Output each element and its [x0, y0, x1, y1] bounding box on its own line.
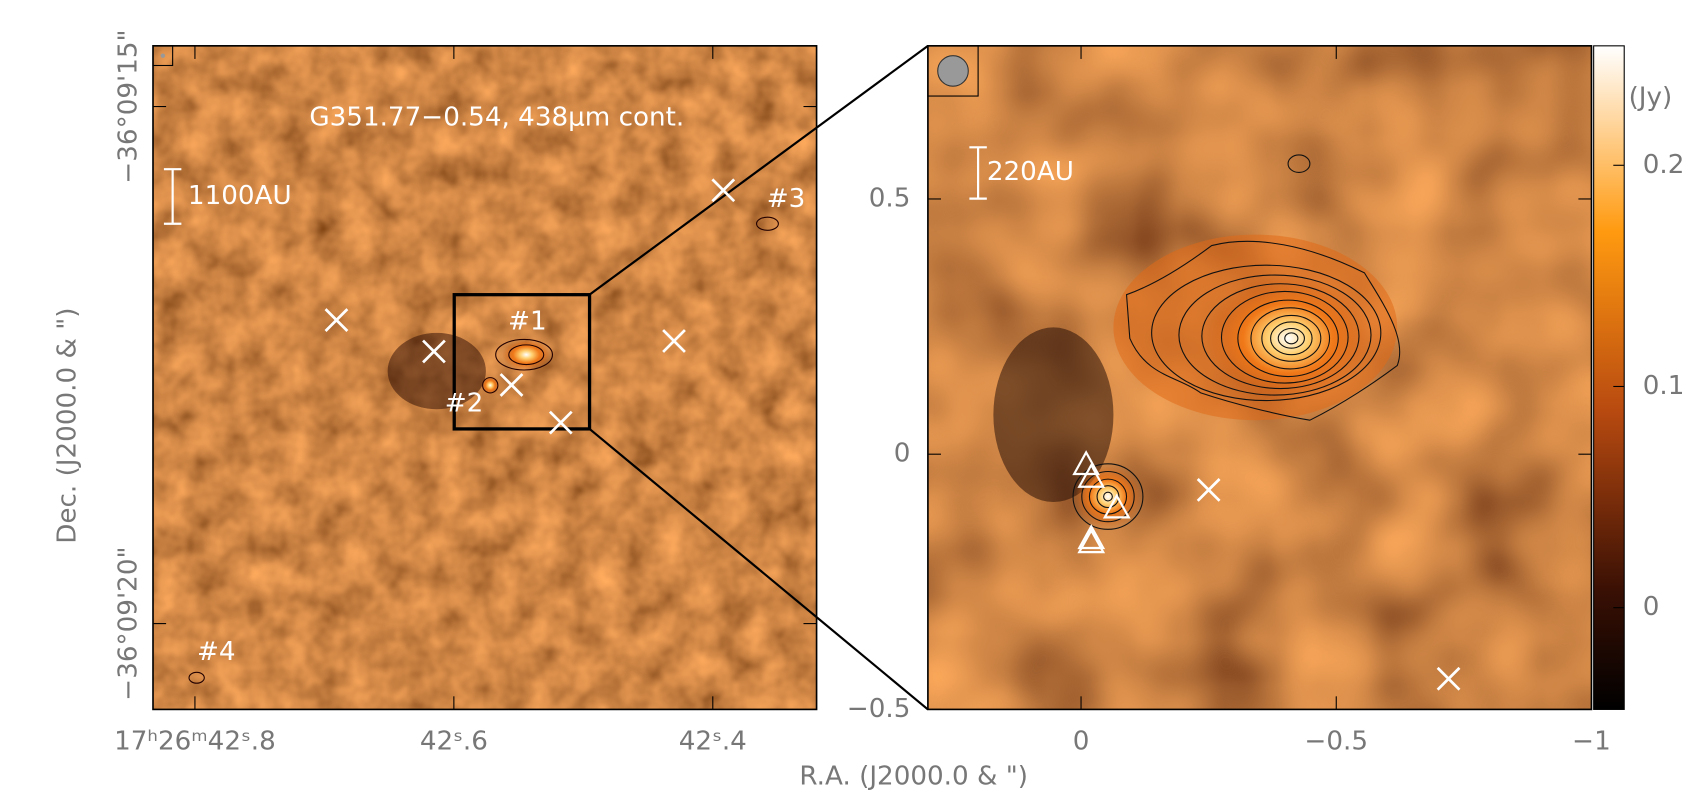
- cross-marker: [548, 410, 573, 435]
- y-axis-label: Dec. (J2000.0 & "): [52, 308, 82, 544]
- y-tick-label: 0.5: [869, 183, 911, 213]
- colorbar-tick-label: 0: [1643, 592, 1660, 622]
- right-frame: [927, 45, 1593, 711]
- beam-box: [152, 45, 174, 67]
- cross-marker: [1196, 478, 1221, 502]
- zoom-line: [588, 44, 929, 296]
- cross-marker: [1436, 666, 1461, 691]
- triangle-marker: [1077, 462, 1106, 488]
- scale-label: 220AU: [987, 157, 1074, 187]
- panel-title: G351.77−0.54, 438μm cont.: [309, 102, 684, 132]
- source-label: #2: [445, 388, 484, 418]
- colorbar-tick-label: 0.2: [1643, 150, 1685, 180]
- colorbar: [1593, 45, 1625, 710]
- triangle-marker: [1102, 493, 1131, 519]
- x-axis-label: R.A. (J2000.0 & "): [799, 762, 1028, 792]
- x-tick-label: −1: [1572, 727, 1611, 757]
- cross-marker: [324, 308, 349, 332]
- cross-marker: [422, 339, 446, 364]
- zoom-box: [452, 293, 592, 431]
- cross-marker: [499, 373, 524, 397]
- colorbar-label: (Jy): [1629, 83, 1673, 113]
- left-image: [153, 45, 817, 710]
- colorbar-tick-label: 0.1: [1643, 371, 1685, 401]
- beam: [937, 55, 969, 87]
- y-tick-label: 0: [894, 439, 911, 469]
- x-tick-label: 17ʰ26ᵐ42ˢ.8: [114, 727, 276, 757]
- x-tick-label: 42ˢ.4: [679, 727, 747, 757]
- cross-marker: [662, 329, 686, 353]
- x-tick-label: 42ˢ.6: [420, 727, 488, 757]
- zoom-line: [588, 428, 929, 711]
- triangle-marker: [1077, 528, 1106, 554]
- y-tick-label: −0.5: [847, 694, 911, 724]
- x-tick-label: 0: [1073, 727, 1090, 757]
- source-label: #1: [508, 306, 547, 336]
- x-tick-label: −0.5: [1304, 727, 1368, 757]
- triangle-marker: [1077, 524, 1106, 550]
- right-image: [927, 45, 1592, 710]
- scale-bar: [163, 146, 987, 225]
- y-tick-label: −36°09'20": [113, 546, 143, 700]
- scale-label: 1100AU: [188, 181, 292, 211]
- y-tick-label: −36°09'15": [113, 29, 143, 183]
- cross-marker: [711, 178, 736, 203]
- beam: [160, 53, 166, 58]
- beam-box: [927, 45, 979, 97]
- source-label: #3: [767, 184, 806, 214]
- left-frame: [152, 45, 818, 711]
- source-label: #4: [197, 637, 236, 667]
